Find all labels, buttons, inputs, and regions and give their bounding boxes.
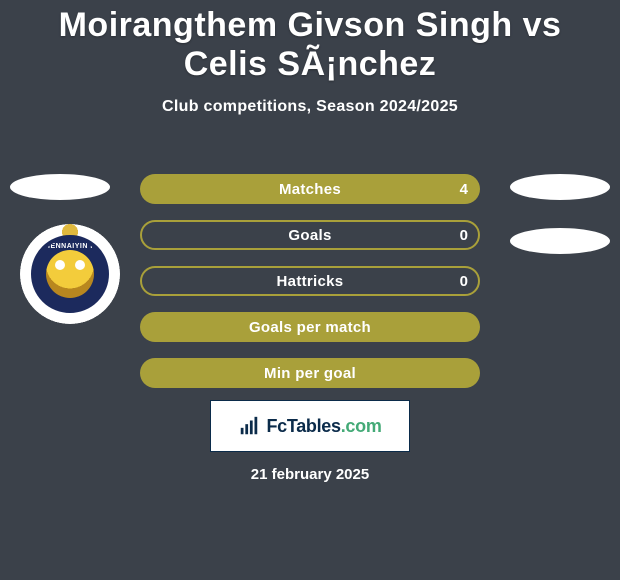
- stat-bar-label: Matches: [140, 181, 480, 198]
- stat-bar-label: Hattricks: [140, 273, 480, 290]
- fctables-logo-text: FcTables.com: [266, 416, 381, 437]
- logo-text-main: FcTables: [266, 416, 340, 436]
- club-crest-left: CHENNAIYIN FC: [20, 224, 120, 324]
- subtitle: Club competitions, Season 2024/2025: [0, 98, 620, 116]
- infographic-date: 21 february 2025: [0, 466, 620, 483]
- logo-text-suffix: .com: [341, 416, 382, 436]
- club-crest-inner: CHENNAIYIN FC: [31, 235, 109, 313]
- stat-bar-goals-per-match: Goals per match: [140, 312, 480, 342]
- stat-bar-hattricks: Hattricks 0: [140, 266, 480, 296]
- player-right-avatar-placeholder-2: [510, 228, 610, 254]
- stat-bar-matches: Matches 4: [140, 174, 480, 204]
- player-right-avatar-placeholder-1: [510, 174, 610, 200]
- stat-bar-label: Min per goal: [140, 365, 480, 382]
- club-crest-text: CHENNAIYIN FC: [35, 243, 105, 250]
- page-title: Moirangthem Givson Singh vs Celis SÃ¡nch…: [0, 0, 620, 84]
- stat-bar-value: 4: [460, 181, 468, 198]
- club-crest-face-icon: [46, 250, 94, 298]
- player-left-avatar-placeholder: [10, 174, 110, 200]
- stat-bar-value: 0: [460, 273, 468, 290]
- stat-bars: Matches 4 Goals 0 Hattricks 0 Goals per …: [140, 174, 480, 404]
- stat-bar-label: Goals per match: [140, 319, 480, 336]
- bar-chart-icon: [238, 415, 260, 437]
- comparison-infographic: Moirangthem Givson Singh vs Celis SÃ¡nch…: [0, 0, 620, 580]
- stat-bar-label: Goals: [140, 227, 480, 244]
- stat-bar-min-per-goal: Min per goal: [140, 358, 480, 388]
- stat-bar-value: 0: [460, 227, 468, 244]
- fctables-logo-box: FcTables.com: [210, 400, 410, 452]
- stat-bar-goals: Goals 0: [140, 220, 480, 250]
